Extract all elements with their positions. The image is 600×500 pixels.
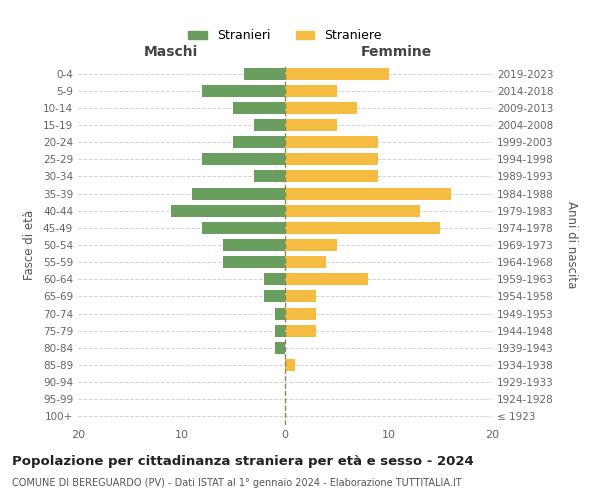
Text: Maschi: Maschi [144,46,198,60]
Bar [265,290,285,302]
Bar [285,154,378,166]
Bar [254,170,285,182]
Y-axis label: Anni di nascita: Anni di nascita [565,202,578,288]
Bar [275,324,285,336]
Bar [202,222,285,234]
Text: COMUNE DI BEREGUARDO (PV) - Dati ISTAT al 1° gennaio 2024 - Elaborazione TUTTITA: COMUNE DI BEREGUARDO (PV) - Dati ISTAT a… [12,478,461,488]
Bar [285,239,337,251]
Bar [244,68,285,80]
Bar [285,222,440,234]
Bar [265,274,285,285]
Bar [285,84,337,96]
Bar [285,102,358,114]
Text: Popolazione per cittadinanza straniera per età e sesso - 2024: Popolazione per cittadinanza straniera p… [12,455,474,468]
Bar [285,136,378,148]
Bar [254,119,285,131]
Bar [275,342,285,354]
Bar [285,290,316,302]
Bar [233,136,285,148]
Bar [285,308,316,320]
Bar [233,102,285,114]
Bar [285,68,389,80]
Bar [171,204,285,216]
Bar [285,256,326,268]
Bar [202,154,285,166]
Bar [223,239,285,251]
Y-axis label: Fasce di età: Fasce di età [23,210,36,280]
Bar [202,84,285,96]
Bar [285,324,316,336]
Bar [285,188,451,200]
Bar [223,256,285,268]
Bar [285,170,378,182]
Legend: Stranieri, Straniere: Stranieri, Straniere [183,24,387,48]
Bar [285,359,295,371]
Bar [285,274,368,285]
Text: Femmine: Femmine [361,46,431,60]
Bar [192,188,285,200]
Bar [285,119,337,131]
Bar [285,204,419,216]
Bar [275,308,285,320]
